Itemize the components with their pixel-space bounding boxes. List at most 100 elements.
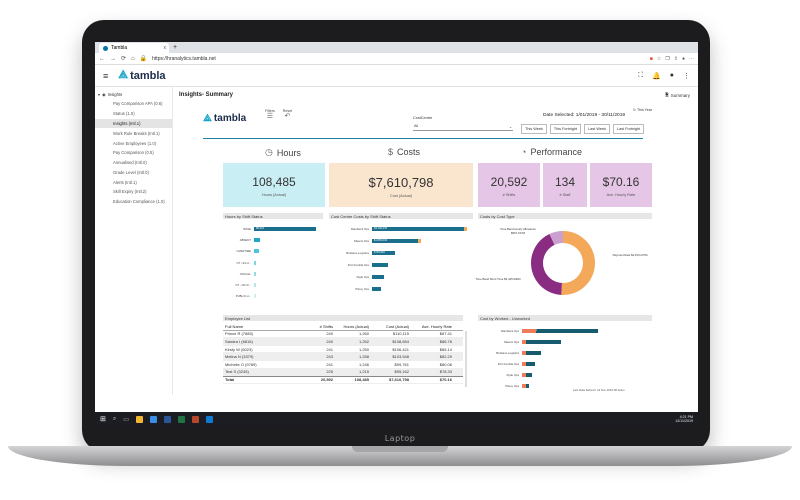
- browser-tab[interactable]: Tambla x: [99, 43, 169, 53]
- bar[interactable]: [522, 340, 561, 344]
- donut-slice[interactable]: [531, 233, 562, 295]
- share-icon[interactable]: ⇪: [673, 55, 678, 62]
- bar[interactable]: [254, 294, 256, 299]
- url-field[interactable]: https://hranalytics.tambla.net: [152, 55, 216, 62]
- table-row[interactable]: Michelle O (9789) 241 1,246 $99,761 $80.06: [223, 361, 463, 369]
- profile-icon[interactable]: ●: [681, 55, 685, 62]
- bar-category-label: Mascot Ops: [354, 239, 369, 243]
- table-scrollbar[interactable]: [465, 331, 467, 387]
- forward-icon[interactable]: →: [110, 55, 116, 62]
- table-cell: $82.29: [439, 354, 452, 360]
- bar[interactable]: [372, 227, 464, 231]
- sidebar-item[interactable]: Pay Comparison APA (0.6): [113, 101, 163, 107]
- user-icon[interactable]: ●: [669, 71, 674, 79]
- bar[interactable]: [522, 351, 542, 355]
- costs-section-header: $ Costs: [388, 147, 420, 157]
- sidebar-item[interactable]: Status (1.0): [113, 111, 135, 117]
- bar-value-label: $1,565,033: [374, 239, 387, 242]
- windows-start-icon[interactable]: ⊞: [100, 416, 106, 423]
- donut-slice[interactable]: [561, 231, 595, 295]
- bar-segment[interactable]: [464, 227, 467, 231]
- table-row[interactable]: Melina N (3379) 243 1,258 $103,548 $82.29: [223, 353, 463, 361]
- powerpoint-icon[interactable]: [191, 415, 199, 423]
- bar[interactable]: [522, 373, 533, 377]
- sidebar-item[interactable]: Insights (Intl.1): [95, 118, 172, 129]
- period-button[interactable]: Last Fortnight: [612, 124, 645, 134]
- tab-close-icon[interactable]: x: [163, 45, 167, 51]
- menu-icon[interactable]: ≡: [103, 70, 109, 81]
- bar-segment[interactable]: [522, 340, 526, 344]
- collapse-icon[interactable]: ▾: [98, 92, 101, 97]
- sidebar-item[interactable]: Annualised (Intl.0): [113, 160, 147, 166]
- fullscreen-icon[interactable]: ⛶: [638, 71, 644, 79]
- period-button[interactable]: Last Week: [584, 124, 610, 134]
- back-icon[interactable]: ←: [99, 55, 105, 62]
- new-tab-button[interactable]: +: [173, 44, 178, 51]
- bar[interactable]: [522, 362, 536, 366]
- bar[interactable]: [254, 238, 261, 243]
- bar[interactable]: [254, 227, 316, 231]
- kpi-hours-actual: 108,485 Hours (Actual): [223, 163, 325, 207]
- laptop-label: Laptop: [384, 434, 416, 443]
- table-cell: Melina N (3379): [225, 354, 254, 360]
- filters-button[interactable]: Filters ☰: [265, 109, 275, 121]
- brand-name: tambla: [130, 69, 166, 82]
- bar[interactable]: [372, 239, 418, 243]
- bar[interactable]: [254, 249, 259, 254]
- table-row[interactable]: Test S (3245) 225 1,215 $95,162 $78.33: [223, 368, 463, 377]
- bar[interactable]: [522, 329, 598, 333]
- reset-button[interactable]: Reset ↶: [283, 109, 292, 121]
- costcentre-dropdown[interactable]: All ⌄: [413, 123, 513, 131]
- word-icon[interactable]: [163, 415, 171, 423]
- bar-segment[interactable]: [417, 239, 421, 243]
- sidebar-item[interactable]: Pay Comparison (0.5): [113, 150, 154, 156]
- bar[interactable]: [372, 287, 381, 291]
- bar-segment[interactable]: [522, 329, 536, 333]
- table-cell: $108,654: [392, 338, 409, 344]
- bar-segment[interactable]: [522, 373, 526, 377]
- bar[interactable]: [254, 271, 256, 276]
- dollar-icon: $: [388, 147, 394, 157]
- sidebar-item[interactable]: Active Employees (1.0): [113, 140, 157, 146]
- table-cell: 108,485: [354, 377, 369, 383]
- bar-category-label: Pitney Ops: [355, 287, 369, 291]
- period-button[interactable]: This Week: [521, 124, 547, 134]
- sidebar-item[interactable]: Work Rule Breaks (Intl.1): [113, 130, 160, 136]
- table-row[interactable]: Kirsty W (6023) 241 1,250 $106,421 $85.14: [223, 346, 463, 354]
- bar[interactable]: [372, 251, 396, 255]
- kebab-icon[interactable]: ⋮: [683, 72, 690, 80]
- search-icon[interactable]: ⌕: [112, 415, 117, 422]
- summary-button[interactable]: 🗎 Summary: [665, 91, 690, 99]
- more-icon[interactable]: ⋯: [689, 55, 694, 62]
- home-icon[interactable]: ⌂: [131, 55, 135, 62]
- table-row[interactable]: Prince R (7885) 240 1,260 $110,115 $87.41: [223, 331, 463, 339]
- sidebar-item[interactable]: Education Compliance (1.0): [113, 199, 165, 205]
- excel-icon[interactable]: [177, 415, 185, 423]
- donut-slice[interactable]: [549, 231, 563, 245]
- table-cell: Test S (3245): [225, 369, 249, 375]
- bar[interactable]: [254, 283, 256, 287]
- table-row[interactable]: Total 20,592 108,485 $7,610,798 $70.16: [223, 376, 463, 384]
- bar-segment[interactable]: [522, 384, 526, 388]
- extension-icon[interactable]: ■: [649, 55, 653, 62]
- sidebar-item[interactable]: Alerts (Intl.1): [113, 179, 137, 185]
- bar[interactable]: [254, 260, 257, 265]
- sidebar-item[interactable]: Skill Expiry (Intl.2): [113, 189, 147, 195]
- bar[interactable]: [372, 275, 385, 279]
- sidebar-item[interactable]: Grade Level (Intl.0): [113, 169, 149, 175]
- star-icon[interactable]: ☆: [656, 55, 662, 62]
- edge-icon[interactable]: [205, 415, 213, 423]
- file-explorer-icon[interactable]: [135, 415, 143, 423]
- table-row[interactable]: Sandra I (6816) 240 1,252 $108,654 $86.76: [223, 338, 463, 346]
- notifications-icon[interactable]: 🔔: [652, 72, 661, 80]
- period-button[interactable]: This Fortnight: [549, 124, 582, 134]
- task-view-icon[interactable]: ▭: [123, 416, 129, 423]
- store-icon[interactable]: [149, 415, 157, 423]
- bar-segment[interactable]: [522, 362, 526, 366]
- bar-segment[interactable]: [522, 351, 526, 355]
- bar[interactable]: [372, 263, 389, 267]
- reload-icon[interactable]: ⟳: [121, 56, 127, 62]
- this-year-link[interactable]: ↻ This Year: [633, 108, 652, 112]
- collections-icon[interactable]: ❐: [665, 55, 670, 62]
- sidebar-root[interactable]: ▾ ◉ Insights: [95, 90, 172, 99]
